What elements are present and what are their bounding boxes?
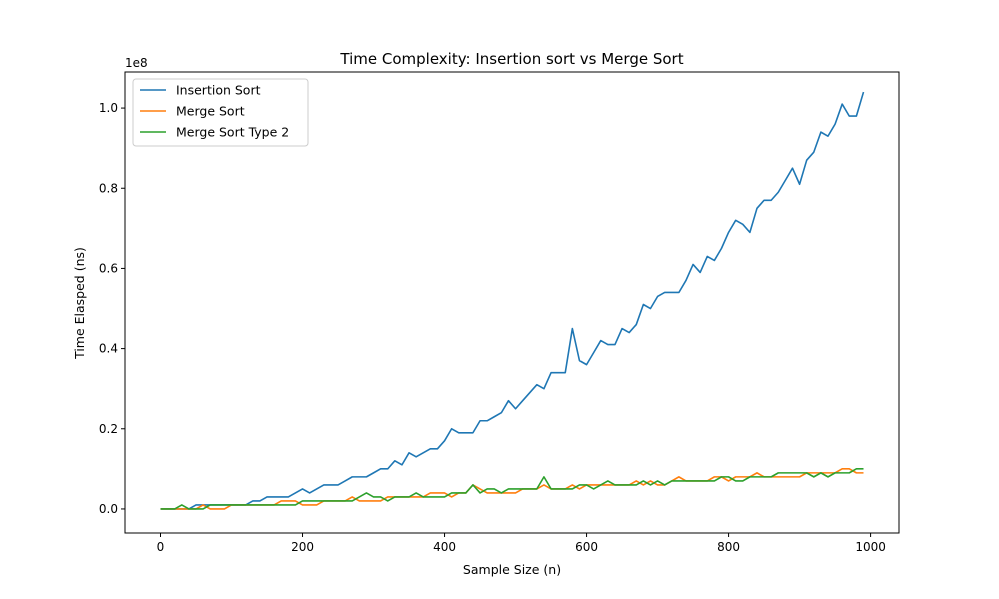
legend: Insertion Sort Merge Sort Merge Sort Type … [132,78,309,147]
x-tick-label: 1000 [855,540,886,554]
y-axis-label: Time Elasped (ns) [72,247,87,360]
legend-entry: Merge Sort [176,104,245,119]
legend-entry: Insertion Sort [176,83,261,98]
y-tick-label: 1.0 [99,101,118,115]
legend-box [132,78,309,147]
y-tick-label: 0.6 [99,261,118,275]
x-tick-label: 800 [717,540,740,554]
y-tick-label: 0.2 [99,422,118,436]
series-line-merge-sort [160,468,864,510]
x-tick-label: 400 [433,540,456,554]
axes-frame [124,71,900,534]
series-line-merge-sort-type-2 [160,468,864,510]
x-axis-label: Sample Size (n) [463,562,561,577]
y-scale-offset-label: 1e8 [125,56,148,70]
x-tick-label: 600 [575,540,598,554]
series-line-insertion-sort [160,91,865,510]
y-tick-label: 0.4 [99,342,118,356]
x-tick-label: 200 [291,540,314,554]
plot-area: 0 200 400 600 800 1000 0.0 0.2 0.4 0.6 0.8 1.0 [99,71,900,554]
y-tick-label: 0.8 [99,181,118,195]
x-tick-label: 0 [157,540,165,554]
legend-entry: Merge Sort Type 2 [176,125,289,140]
y-tick-label: 0.0 [99,502,118,516]
chart-title: Time Complexity: Insertion sort vs Merge… [339,50,683,68]
